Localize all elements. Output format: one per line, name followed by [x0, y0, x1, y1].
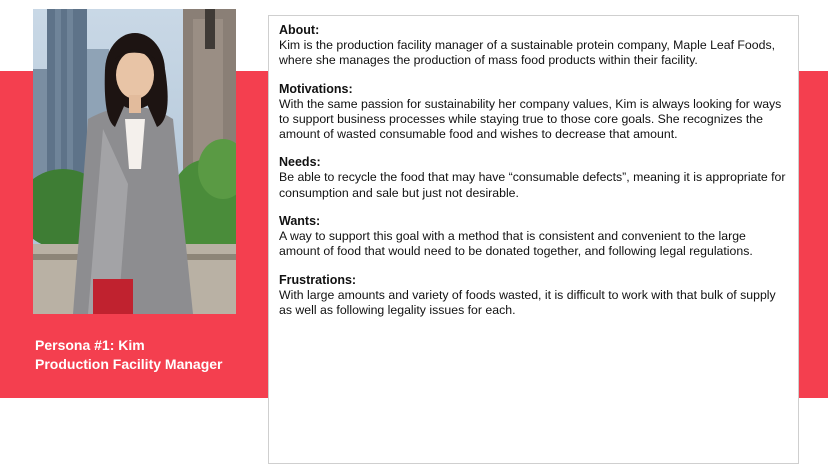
- section-body: Be able to recycle the food that may hav…: [279, 170, 786, 200]
- section-body: With large amounts and variety of foods …: [279, 287, 776, 317]
- persona-photo: [33, 9, 236, 314]
- section-body: A way to support this goal with a method…: [279, 229, 753, 259]
- section-heading: About:: [279, 23, 320, 37]
- needs-section: Needs: Be able to recycle the food that …: [279, 155, 788, 201]
- persona-role: Production Facility Manager: [35, 356, 223, 372]
- wants-section: Wants: A way to support this goal with a…: [279, 214, 788, 260]
- persona-details-card: About: Kim is the production facility ma…: [268, 15, 799, 464]
- section-heading: Frustrations:: [279, 272, 357, 287]
- persona-name: Persona #1: Kim: [35, 337, 145, 353]
- frustrations-section: Frustrations: With large amounts and var…: [279, 273, 788, 319]
- motivations-section: Motivations: With the same passion for s…: [279, 82, 788, 143]
- section-heading: Wants:: [279, 214, 321, 229]
- section-heading: Needs:: [279, 155, 321, 170]
- section-body: With the same passion for sustainability…: [279, 96, 782, 142]
- persona-caption: Persona #1: Kim Production Facility Mana…: [35, 336, 265, 374]
- portrait-photo-icon: [33, 9, 236, 314]
- section-body: Kim is the production facility manager o…: [279, 38, 776, 68]
- about-section: About: Kim is the production facility ma…: [279, 23, 788, 69]
- section-heading: Motivations:: [279, 81, 353, 96]
